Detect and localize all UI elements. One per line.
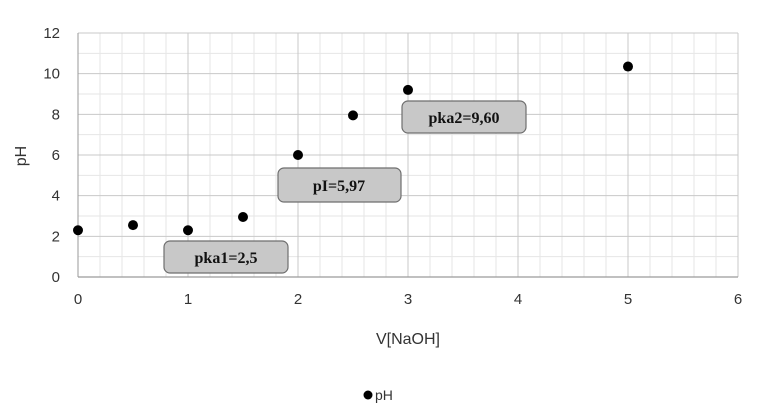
y-tick-label: 8 xyxy=(52,106,60,123)
y-axis-label: pH xyxy=(13,146,30,166)
x-tick-label: 3 xyxy=(404,291,412,308)
data-point xyxy=(128,220,138,231)
annotation-label: pka1=2,5 xyxy=(195,250,258,267)
annotation-box xyxy=(163,240,289,274)
annotation-box xyxy=(401,100,527,134)
y-tick-label: 6 xyxy=(52,147,60,164)
x-tick-label: 5 xyxy=(624,291,632,308)
data-point xyxy=(623,61,633,72)
annotation-label: pka2=9,60 xyxy=(429,110,500,127)
y-tick-label: 10 xyxy=(43,66,60,83)
x-tick-label: 2 xyxy=(294,291,302,308)
legend-marker xyxy=(363,390,373,400)
annotation-label: pI=5,97 xyxy=(313,178,365,195)
x-tick-label: 1 xyxy=(184,291,192,308)
data-point xyxy=(73,225,83,236)
legend: pH xyxy=(363,387,393,403)
data-point xyxy=(183,225,193,236)
annotation-pi: pI=5,97 xyxy=(277,167,402,203)
y-tick-label: 2 xyxy=(52,228,60,245)
data-point xyxy=(238,212,248,223)
annotation-box xyxy=(277,167,402,203)
legend-label: pH xyxy=(375,387,393,403)
annotation-pka2: pka2=9,60 xyxy=(401,100,527,134)
data-point xyxy=(293,150,303,160)
y-tick-label: 4 xyxy=(52,188,60,205)
x-tick-label: 0 xyxy=(74,291,82,308)
data-points xyxy=(73,61,633,236)
axes xyxy=(77,33,738,278)
data-point xyxy=(403,84,413,95)
annotation-pka1: pka1=2,5 xyxy=(163,240,289,274)
x-tick-label: 4 xyxy=(514,291,522,308)
annotations: pka1=2,5 pI=5,97 pka2=9,60 xyxy=(163,100,527,274)
x-tick-label: 6 xyxy=(734,291,742,308)
data-point xyxy=(348,110,358,121)
y-tick-label: 12 xyxy=(43,25,60,42)
x-axis-label: V[NaOH] xyxy=(376,331,440,348)
y-tick-label: 0 xyxy=(52,269,60,286)
